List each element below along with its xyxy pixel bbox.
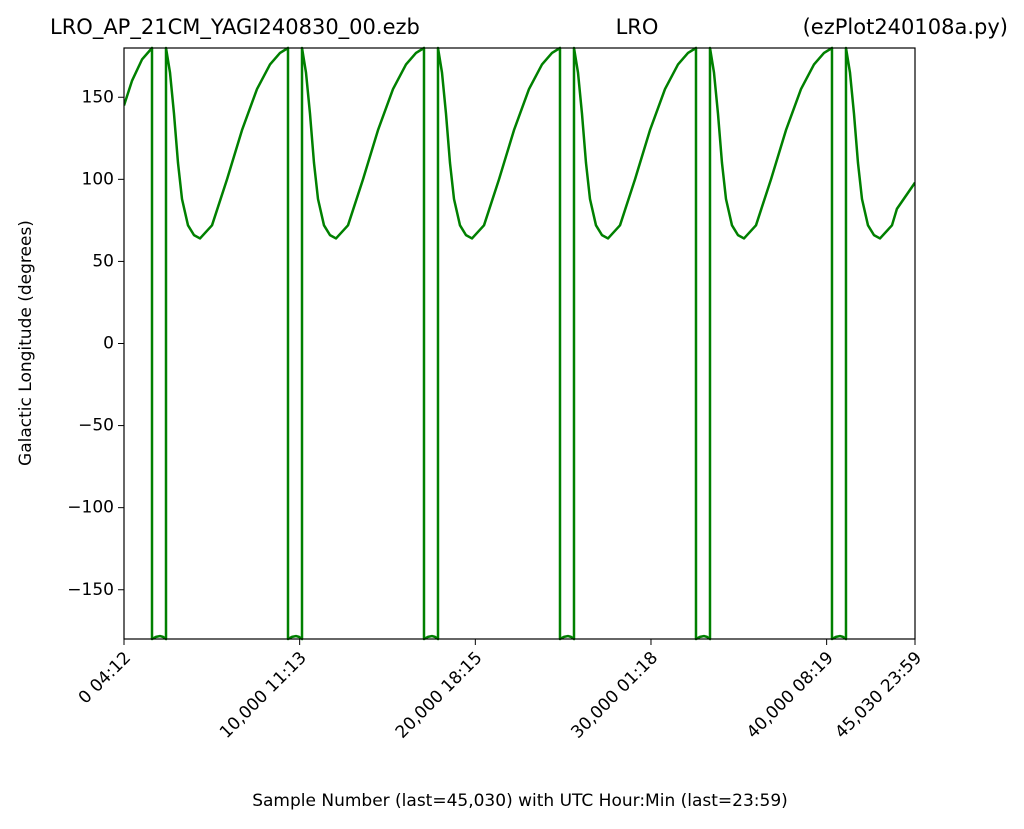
y-tick-label: 150 xyxy=(82,87,114,107)
x-axis-label: Sample Number (last=45,030) with UTC Hou… xyxy=(252,791,788,811)
plot-frame xyxy=(123,47,916,640)
y-tick-label: 50 xyxy=(92,251,114,271)
y-tick-label: −100 xyxy=(67,498,114,518)
y-tick-label: −50 xyxy=(78,416,114,436)
y-tick-label: 0 xyxy=(103,334,114,354)
y-tick-label: −150 xyxy=(67,580,114,600)
title-left: LRO_AP_21CM_YAGI240830_00.ezb xyxy=(50,15,420,40)
title-center: LRO xyxy=(616,15,659,39)
title-right: (ezPlot240108a.py) xyxy=(803,15,1008,39)
y-axis-label: Galactic Longitude (degrees) xyxy=(16,220,36,466)
line-series xyxy=(124,46,915,641)
y-tick-label: 100 xyxy=(82,169,114,189)
